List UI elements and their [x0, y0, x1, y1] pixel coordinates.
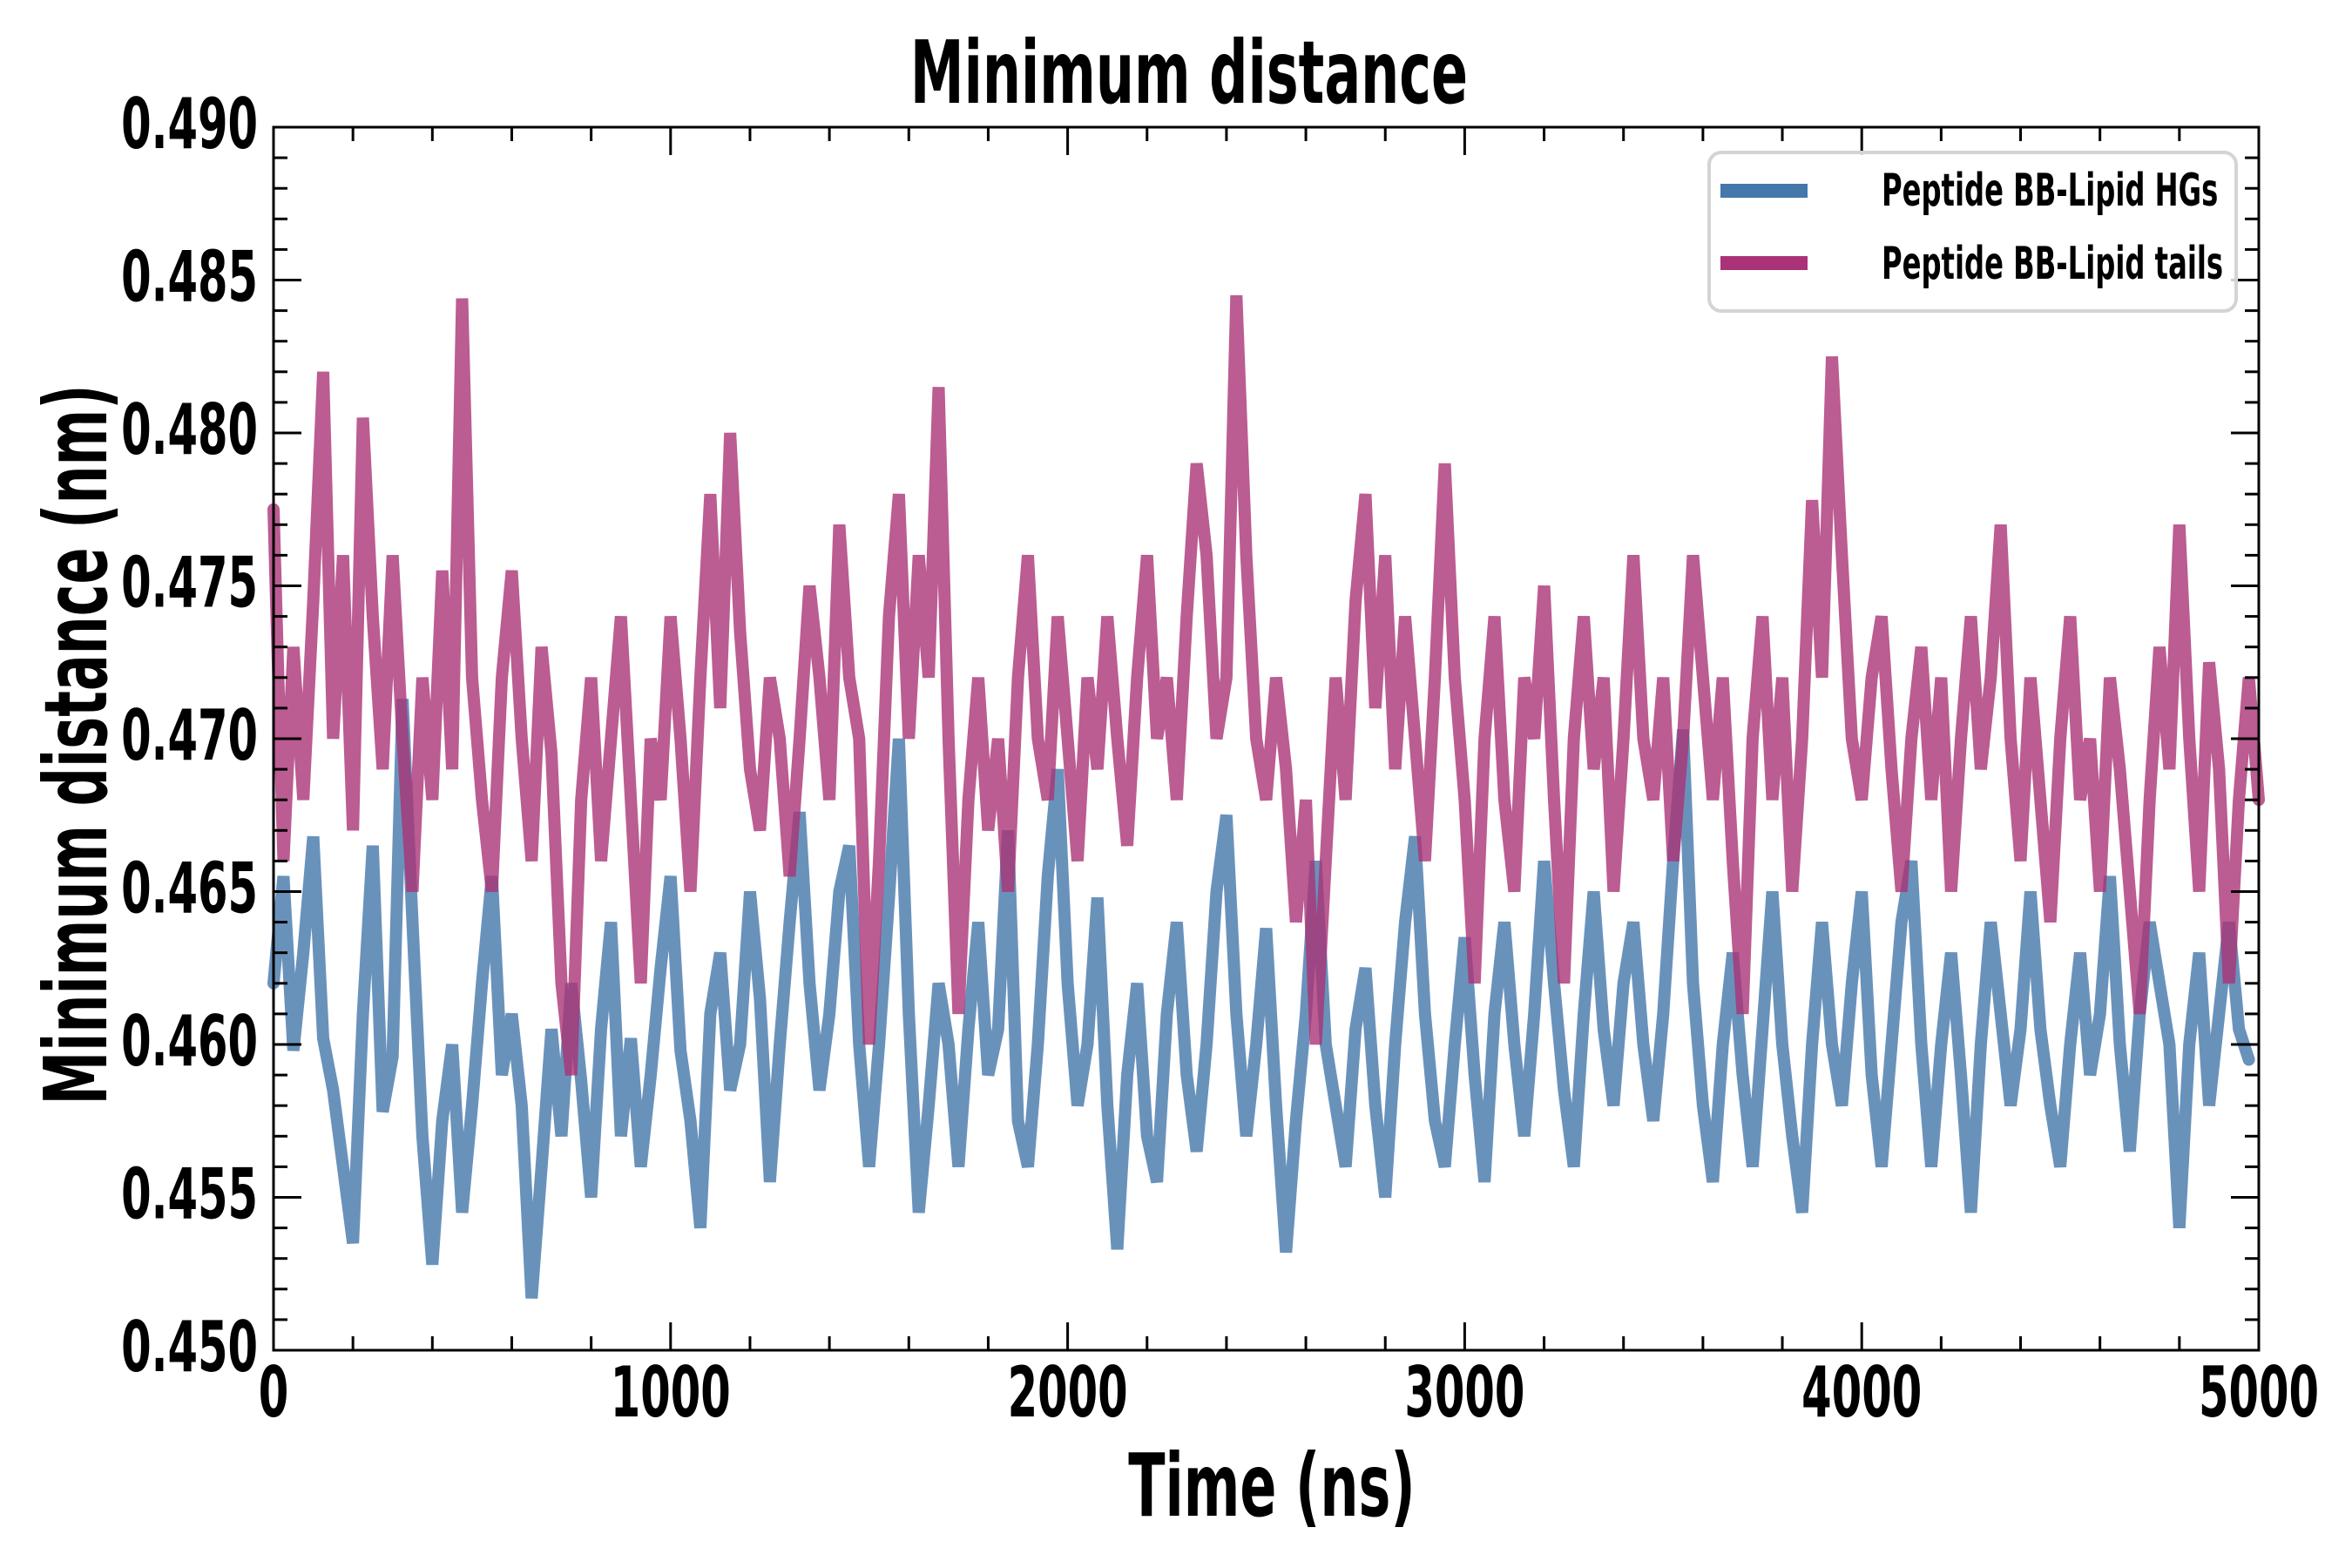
- y-tick-label: 0.450: [121, 1306, 258, 1388]
- x-tick-label: 0: [259, 1351, 289, 1433]
- tick-labels-layer: 0 1000 2000 3000 4000 5000 0.450 0.455 0.460 0.46…: [121, 83, 2319, 1433]
- x-tick-label: 3000: [1404, 1351, 1524, 1433]
- legend-label-hgs: Peptide BB-Lipid HGs: [1882, 165, 2218, 217]
- legend: Peptide BB-Lipid HGs Peptide BB-Lipid ta…: [1707, 151, 2238, 313]
- legend-box: [1707, 151, 2238, 313]
- series-line-tails: [267, 294, 2265, 1076]
- y-tick-label: 0.460: [121, 1000, 258, 1082]
- x-tick-label: 1000: [611, 1351, 731, 1433]
- y-tick-label: 0.485: [121, 236, 258, 318]
- x-axis-label: Time (ns): [1128, 1435, 1415, 1537]
- legend-label-tails: Peptide BB-Lipid tails: [1882, 238, 2223, 290]
- series-layer: [267, 294, 2265, 1299]
- y-tick-label: 0.490: [121, 83, 258, 165]
- y-tick-label: 0.455: [121, 1153, 258, 1235]
- ticks-layer: [272, 125, 2261, 1352]
- x-tick-label: 4000: [1801, 1351, 1922, 1433]
- chart-title: Minimum distance: [910, 22, 1468, 124]
- x-tick-label: 5000: [2199, 1351, 2319, 1433]
- y-tick-label: 0.465: [121, 848, 258, 929]
- y-tick-label: 0.475: [121, 542, 258, 624]
- x-tick-label: 2000: [1008, 1351, 1128, 1433]
- series-line-hgs: [267, 699, 2255, 1299]
- y-tick-label: 0.480: [121, 389, 258, 470]
- y-tick-label: 0.470: [121, 694, 258, 776]
- y-axis-label: Minimum distance (nm): [25, 384, 127, 1105]
